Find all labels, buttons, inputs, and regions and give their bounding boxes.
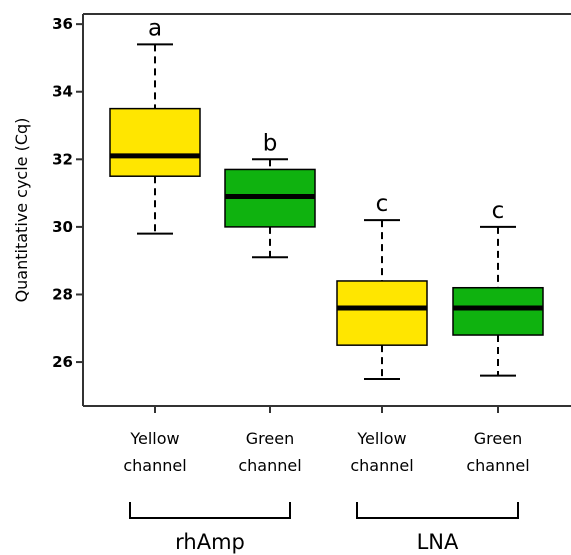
significance-letter: c	[492, 198, 505, 224]
y-axis-label: Quantitative cycle (Cq)	[12, 118, 31, 303]
box-2	[224, 158, 316, 259]
group-bracket-1: rhAmp	[129, 502, 291, 554]
box-4	[452, 225, 544, 377]
x-category-label-line1: Yellow	[356, 429, 406, 448]
box-1	[109, 43, 201, 235]
y-tick-label: 34	[52, 83, 73, 101]
y-tick-label: 28	[52, 285, 73, 303]
box-3	[336, 219, 428, 380]
y-tick-label: 30	[52, 218, 73, 236]
x-category-label-line1: Green	[246, 429, 294, 448]
x-category-label-line2: channel	[123, 456, 186, 475]
bracket-line	[129, 502, 291, 519]
group-bracket-2: LNA	[356, 502, 519, 554]
significance-letter: b	[263, 130, 278, 156]
y-tick-label: 36	[52, 15, 73, 33]
y-tick-label: 32	[52, 150, 73, 168]
x-category-label-line1: Green	[474, 429, 522, 448]
x-category-label-line1: Yellow	[129, 429, 179, 448]
bracket-line	[356, 502, 519, 519]
x-category-label-line2: channel	[350, 456, 413, 475]
y-tick-label: 26	[52, 353, 73, 371]
significance-letter: a	[148, 15, 162, 41]
x-category-label-line2: channel	[238, 456, 301, 475]
iqr-box	[109, 107, 201, 177]
iqr-box	[336, 280, 428, 346]
group-label: rhAmp	[175, 530, 245, 554]
x-category-label-line2: channel	[466, 456, 529, 475]
group-label: LNA	[417, 530, 459, 554]
significance-letter: c	[376, 191, 389, 217]
iqr-box	[452, 286, 544, 336]
